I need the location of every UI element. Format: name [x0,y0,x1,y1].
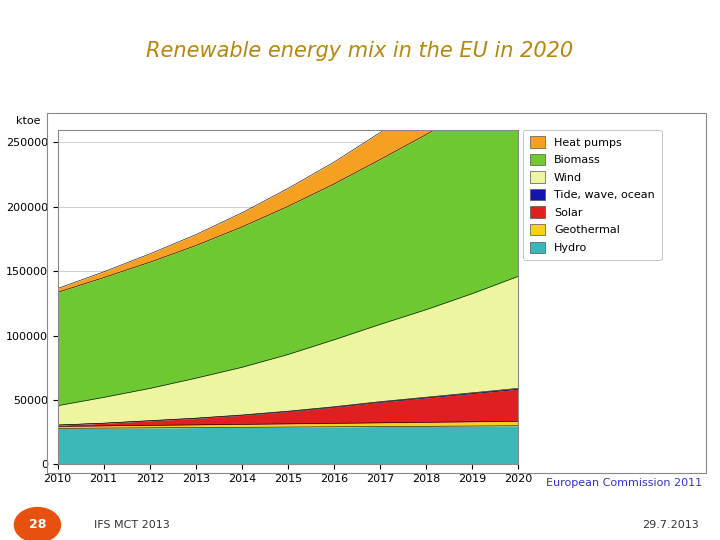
Text: Renewable energy mix in the EU in 2020: Renewable energy mix in the EU in 2020 [146,41,574,62]
Text: European Commission 2011: European Commission 2011 [546,478,702,488]
Text: 29.7.2013: 29.7.2013 [642,520,698,530]
Text: ktoe: ktoe [16,116,40,126]
Legend: Heat pumps, Biomass, Wind, Tide, wave, ocean, Solar, Geothermal, Hydro: Heat pumps, Biomass, Wind, Tide, wave, o… [523,130,662,260]
Text: IFS MCT 2013: IFS MCT 2013 [94,520,169,530]
Text: 28: 28 [29,518,46,531]
